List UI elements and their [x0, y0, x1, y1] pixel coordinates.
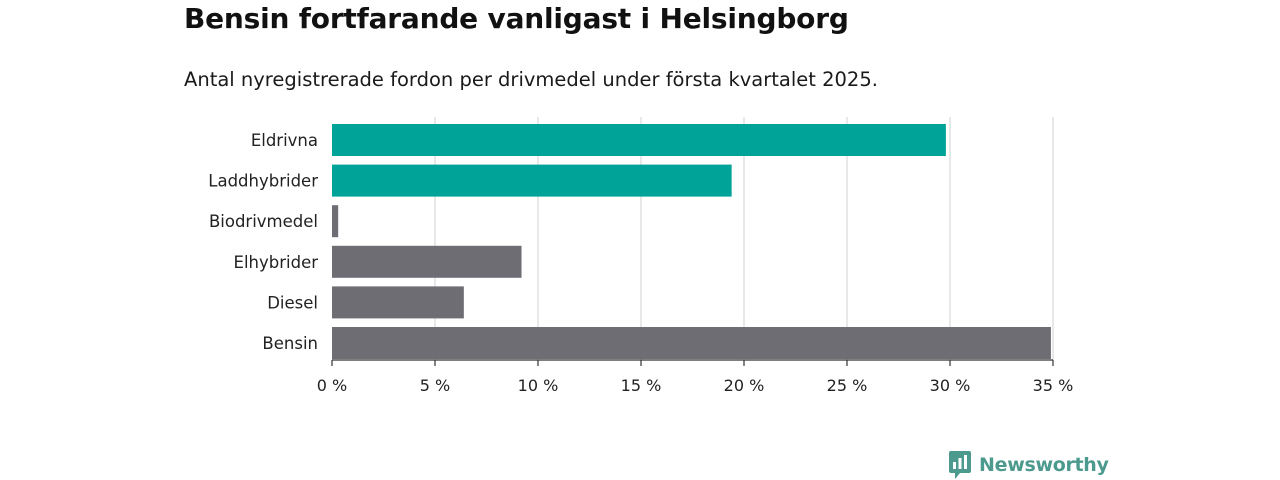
x-axis: 0 % 5 % 10 % 15 % 20 % 25 % 30 % 35 %: [317, 359, 1074, 395]
category-label: Bensin: [262, 334, 318, 353]
x-tick-label: 15 %: [621, 376, 662, 395]
bar-diesel: [332, 286, 464, 319]
category-label: Biodrivmedel: [209, 212, 318, 231]
category-labels: Eldrivna Laddhybrider Biodrivmedel Elhybrid…: [208, 131, 318, 353]
category-label: Eldrivna: [251, 131, 318, 150]
x-tick-label: 0 %: [317, 376, 347, 395]
bar-eldrivna: [332, 124, 946, 156]
newsworthy-brand: Newsworthy: [948, 450, 1109, 480]
bars: [332, 124, 1051, 359]
chart-subtitle: Antal nyregistrerade fordon per drivmede…: [184, 68, 878, 91]
bar-bensin: [332, 327, 1051, 359]
x-tick-label: 25 %: [827, 376, 868, 395]
brand-name: Newsworthy: [979, 454, 1109, 476]
x-tick-label: 10 %: [518, 376, 559, 395]
bar-elhybrider: [332, 245, 522, 278]
grid-lines: [434, 117, 1054, 360]
category-label: Diesel: [267, 293, 318, 312]
x-tick-label: 20 %: [724, 376, 765, 395]
x-tick-label: 30 %: [930, 376, 971, 395]
category-label: Elhybrider: [234, 253, 319, 272]
category-label: Laddhybrider: [208, 172, 318, 191]
newsworthy-logo-icon: [949, 451, 971, 479]
x-tick-label: 35 %: [1033, 376, 1074, 395]
x-tick-label: 5 %: [420, 376, 450, 395]
bar-laddhybrider: [332, 164, 732, 197]
chart-title: Bensin fortfarande vanligast i Helsingbo…: [184, 2, 849, 35]
bar-biodrivmedel: [332, 205, 339, 238]
